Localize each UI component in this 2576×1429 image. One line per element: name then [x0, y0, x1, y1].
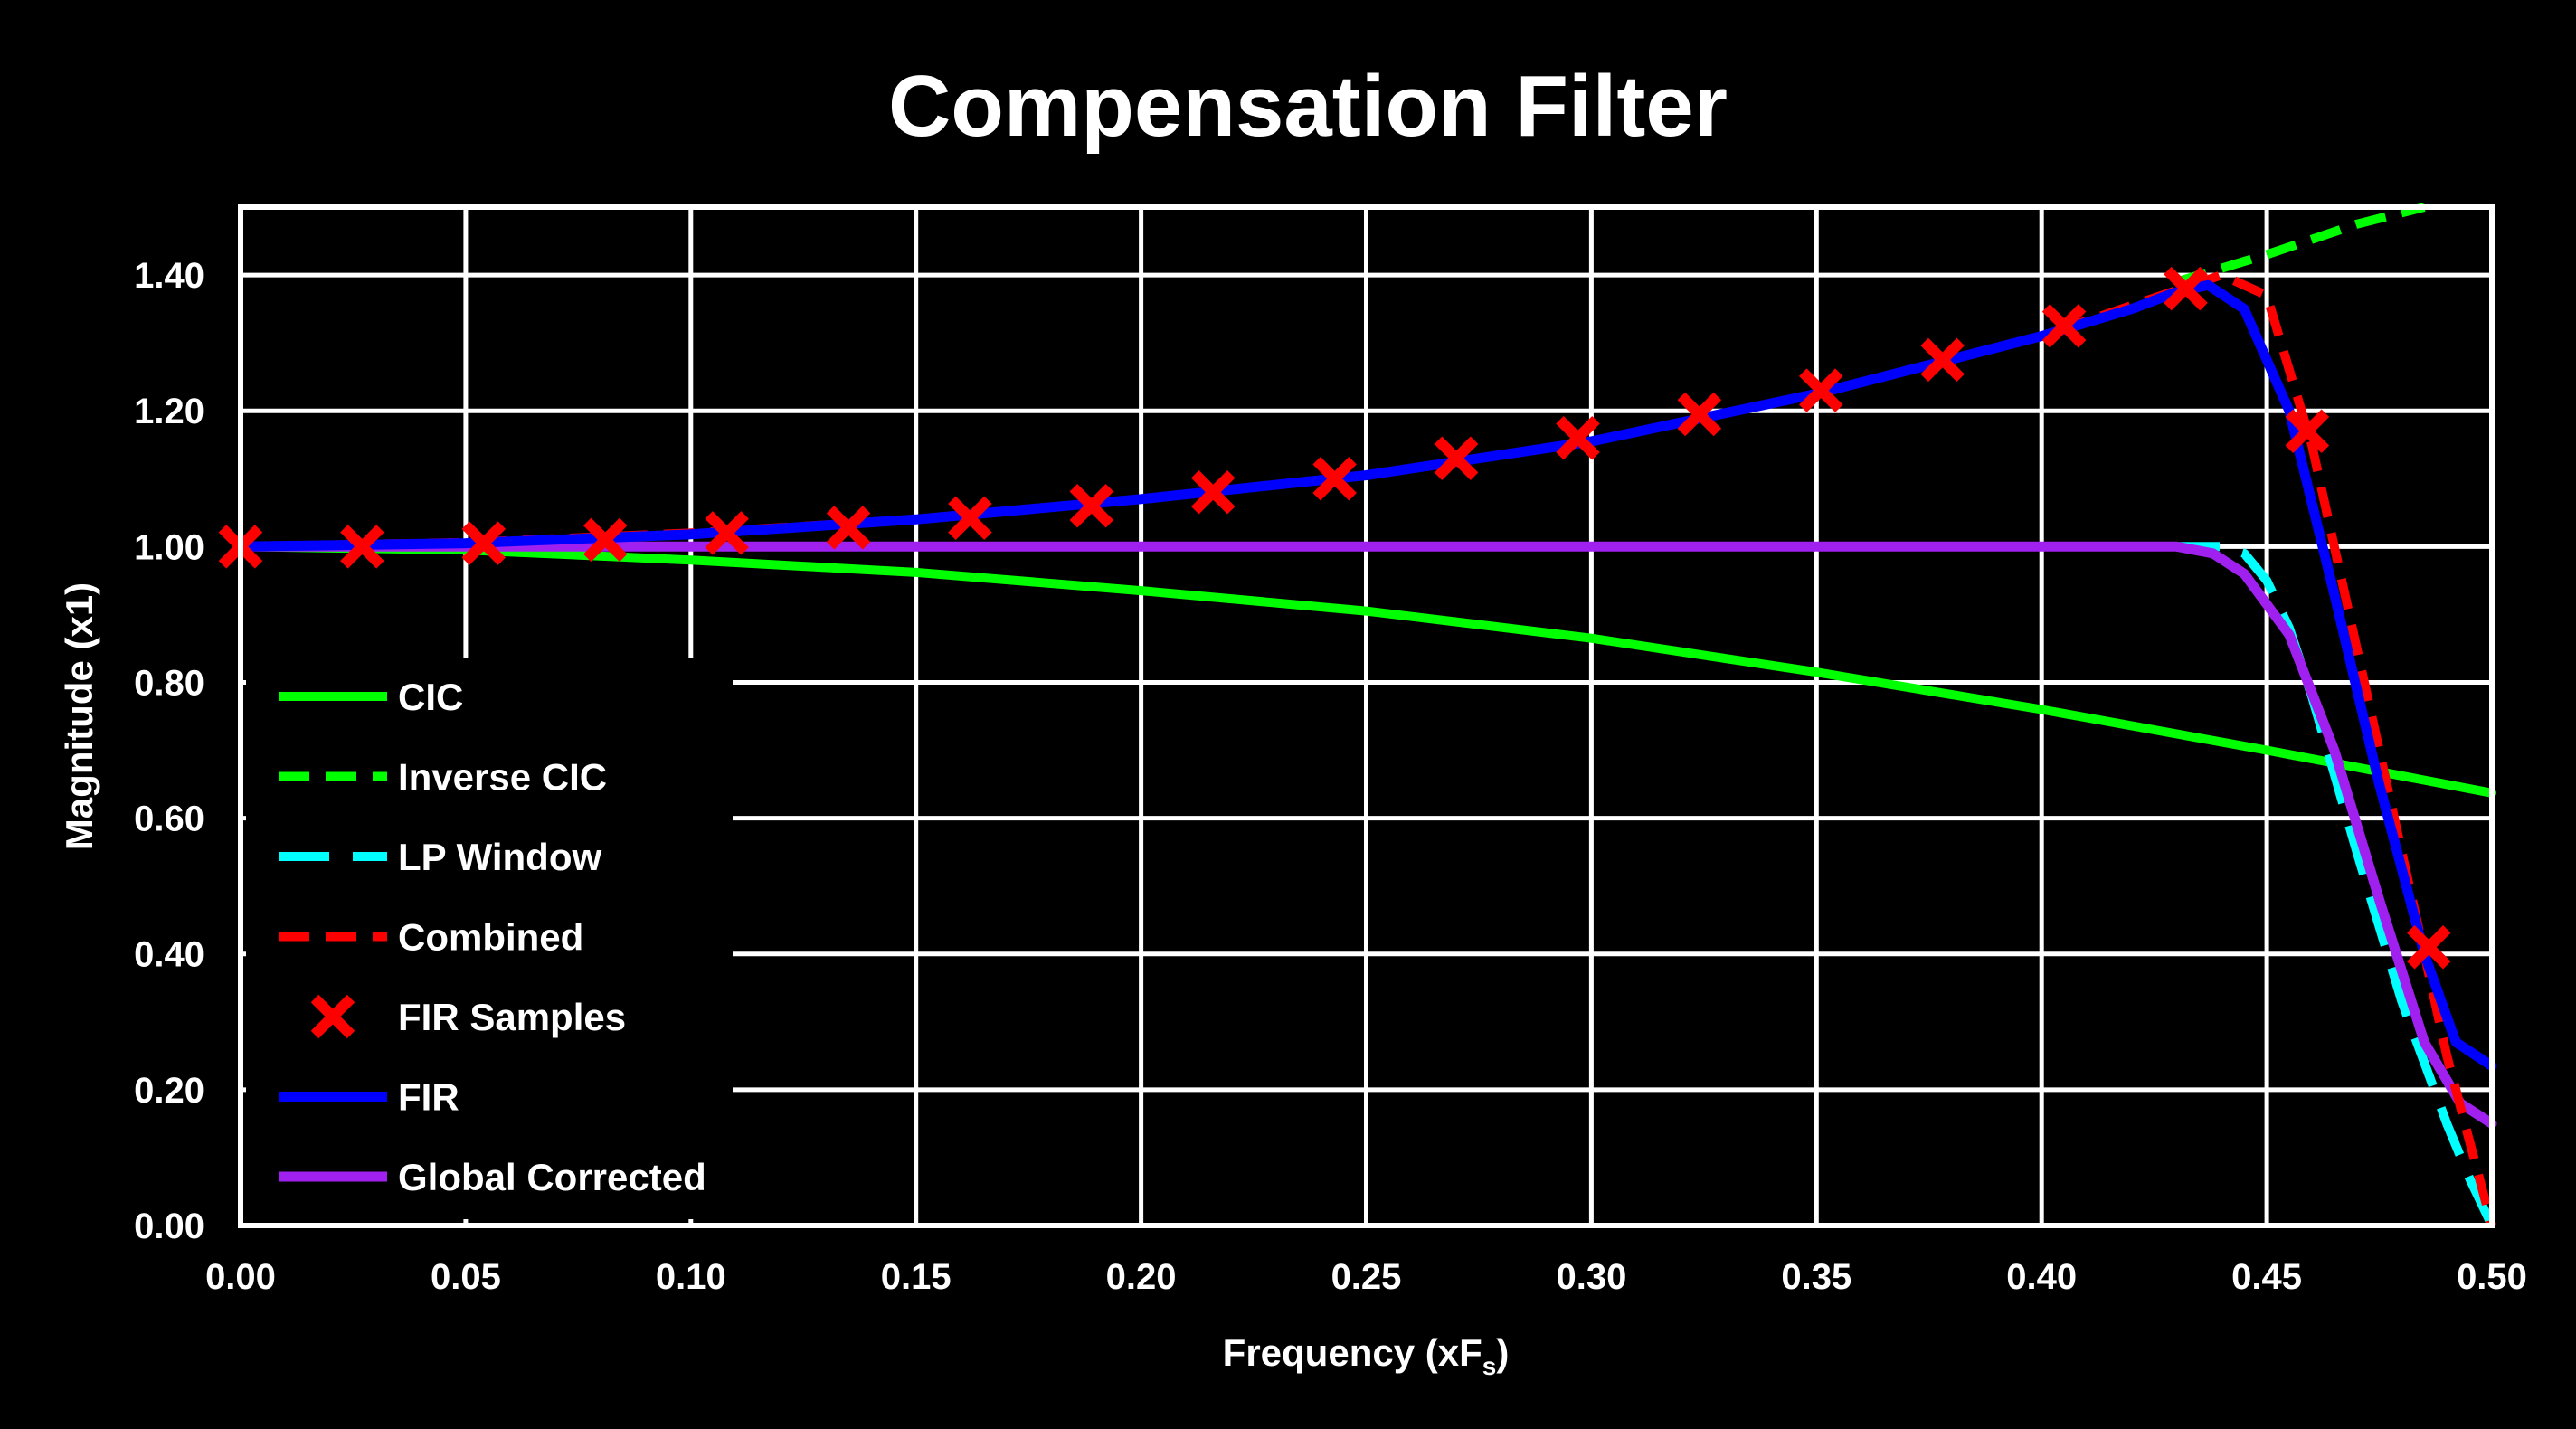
legend-item: Global Corrected: [279, 1156, 706, 1198]
fir-sample-marker: [2407, 924, 2451, 970]
x-axis-label: Frequency (xFs): [1223, 1331, 1510, 1380]
legend-item: LP Window: [279, 836, 601, 878]
y-tick-label: 1.00: [134, 527, 204, 567]
legend-label: Inverse CIC: [398, 756, 607, 799]
legend-label: Global Corrected: [398, 1156, 706, 1198]
x-tick-label: 0.45: [2231, 1257, 2302, 1297]
series-line-global-corrected: [235, 541, 2497, 1129]
y-tick-label: 0.00: [134, 1207, 204, 1246]
series-line-inverse-cic: [2175, 203, 2426, 287]
fir-sample-marker: [582, 517, 628, 563]
series-line-fir: [235, 279, 2497, 1072]
x-tick-label: 0.35: [1781, 1257, 1852, 1297]
fir-sample-marker: [2164, 266, 2208, 311]
fir-sample-marker: [2041, 304, 2087, 348]
x-tick-label: 0.50: [2457, 1257, 2527, 1297]
y-tick-label: 0.40: [134, 935, 204, 975]
x-tick-label: 0.40: [2006, 1257, 2077, 1297]
plot-frame: [238, 204, 2495, 1228]
x-tick-label: 0.25: [1331, 1257, 1402, 1297]
x-tick-label: 0.15: [881, 1257, 952, 1297]
legend-item: FIR: [279, 1076, 459, 1119]
series-layer: [218, 203, 2497, 1228]
fir-sample-marker: [340, 525, 384, 569]
fir-sample-marker: [826, 506, 871, 550]
fir-sample-marker: [1677, 392, 1722, 437]
x-tick-label: 0.20: [1106, 1257, 1177, 1297]
x-tick-label: 0.05: [431, 1257, 501, 1297]
legend-swatch-marker: [310, 994, 355, 1039]
fir-sample-marker: [1434, 436, 1479, 480]
x-tick-label: 0.00: [205, 1257, 276, 1297]
chart-title: Compensation Filter: [888, 58, 1728, 155]
legend: CIC Inverse CIC LP Window Combined FIR Sampl…: [246, 658, 733, 1219]
x-tick-label: 0.30: [1556, 1257, 1626, 1297]
fir-sample-marker: [948, 496, 992, 541]
legend-label: CIC: [398, 676, 463, 718]
y-tick-label: 1.20: [134, 392, 204, 431]
fir-sample-marker: [1799, 368, 1843, 412]
fir-sample-marker: [1556, 415, 1600, 460]
fir-sample-marker: [1191, 470, 1236, 515]
fir-sample-marker: [1920, 337, 1965, 383]
fir-sample-marker: [2285, 409, 2330, 453]
y-tick-label: 0.80: [134, 663, 204, 703]
fir-sample-marker: [705, 511, 749, 555]
legend-label: FIR Samples: [398, 996, 626, 1038]
legend-item: CIC: [279, 676, 463, 718]
legend-label: Combined: [398, 916, 583, 959]
series-fir-samples: [218, 266, 2451, 970]
tick-labels: 0.00 0.05 0.10 0.15 0.20 0.25 0.30 0.35 0.40 0.45…: [134, 256, 2527, 1297]
x-tick-label: 0.10: [656, 1257, 726, 1297]
legend-label: FIR: [398, 1076, 459, 1119]
y-tick-label: 0.20: [134, 1071, 204, 1111]
fir-sample-marker: [1069, 484, 1114, 528]
y-axis-label: Magnitude (x1): [58, 582, 100, 850]
legend-label: LP Window: [398, 836, 601, 878]
y-tick-label: 1.40: [134, 256, 204, 296]
legend-item: Combined: [279, 916, 583, 959]
legend-item: FIR Samples: [310, 994, 626, 1039]
legend-item: Inverse CIC: [279, 756, 607, 799]
y-tick-label: 0.60: [134, 800, 204, 839]
fir-sample-marker: [1312, 457, 1357, 501]
fir-sample-marker: [461, 521, 507, 565]
